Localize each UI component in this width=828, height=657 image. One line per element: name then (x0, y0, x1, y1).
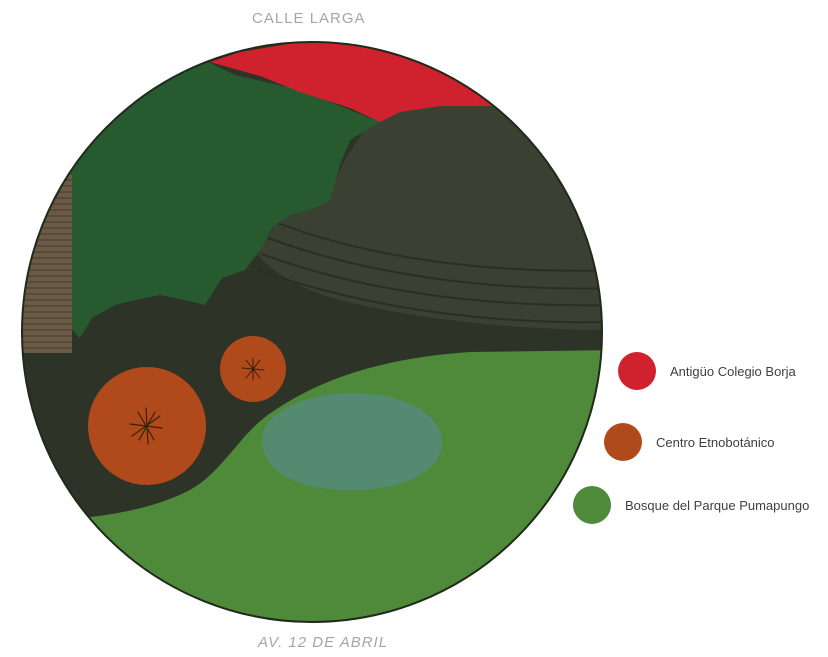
legend-item-bosque-parque-pumapungo: Bosque del Parque Pumapungo (573, 486, 809, 524)
legend-item-centro-etnobotanico: Centro Etnobotánico (604, 423, 775, 461)
terrace-lines (257, 221, 602, 324)
legend-label: Centro Etnobotánico (656, 434, 775, 450)
terraces-area (258, 103, 602, 330)
street-label-av-12-de-abril: AV. 12 DE ABRIL (258, 634, 389, 651)
legend-swatch-green (573, 486, 611, 524)
legend-label: Antigüo Colegio Borja (670, 363, 796, 379)
asterisk-icon (129, 407, 163, 445)
street-label-calle-larga: CALLE LARGA (252, 10, 366, 27)
pond (262, 392, 443, 491)
legend-label: Bosque del Parque Pumapungo (625, 497, 810, 513)
asterisk-icon (241, 357, 265, 381)
forest-area (70, 58, 380, 338)
legend-swatch-orange (604, 423, 642, 461)
legend-swatch-red (618, 352, 656, 390)
map-border (21, 41, 603, 623)
legend-item-antiguo-colegio-borja: Antigüo Colegio Borja (618, 352, 796, 390)
